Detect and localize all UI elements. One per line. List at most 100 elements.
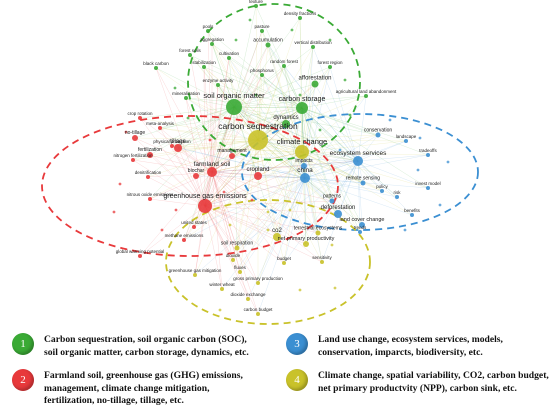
node-dynamics <box>282 120 290 128</box>
network-edge <box>231 106 235 157</box>
minor-node <box>112 210 116 214</box>
network-edge <box>204 84 219 207</box>
network-edge <box>233 65 285 108</box>
network-edge <box>301 107 364 184</box>
network-edge <box>147 139 259 178</box>
network-edge <box>312 46 359 162</box>
network-edge <box>257 139 278 238</box>
label-conservation: conservation <box>364 128 393 134</box>
minor-node <box>124 130 128 134</box>
network-edge <box>233 106 339 215</box>
label-aggregation: aggregation <box>200 37 224 42</box>
label-invest-model: invest model <box>415 181 440 186</box>
minor-node <box>438 203 442 207</box>
network-edge <box>236 151 303 249</box>
label-soil-organic-matter: soil organic matter <box>203 91 265 100</box>
label-random-forest: random forest <box>270 59 299 64</box>
network-edge <box>276 177 306 238</box>
network-edge <box>357 160 413 216</box>
node-dioxide-exchange <box>246 297 250 301</box>
node-impacts <box>301 163 307 169</box>
network-edge <box>276 151 303 238</box>
network-edge <box>233 106 303 109</box>
network-edge <box>211 43 259 141</box>
network-edge <box>301 107 429 189</box>
node-greenhouse-gas-mitigation <box>193 273 197 277</box>
network-edge <box>171 145 306 179</box>
network-edge <box>147 176 206 207</box>
network-edge <box>257 134 379 141</box>
network-edge <box>283 65 303 109</box>
node-policy <box>380 189 384 193</box>
network-edge <box>236 177 306 249</box>
network-edge <box>337 160 359 215</box>
label-agricultural-land-abandonment: agricultural land abandonment <box>336 89 397 94</box>
minor-node <box>248 18 252 22</box>
node-sensitivity <box>320 260 324 264</box>
network-edge <box>301 151 339 215</box>
network-edge <box>185 97 306 179</box>
label-enzyme-activity: enzyme activity <box>203 78 235 83</box>
network-edge <box>207 30 213 173</box>
network-edge <box>233 66 331 108</box>
node-fluxes <box>238 270 242 274</box>
network-edge <box>177 147 306 179</box>
cluster-2-description: Farmland soil, greenhouse gas (GHG) emis… <box>44 370 243 406</box>
node-fertilization <box>147 152 153 158</box>
network-edge <box>132 139 259 161</box>
network-edge <box>149 154 213 173</box>
network-edge <box>301 151 429 189</box>
minor-node <box>330 243 334 247</box>
network-edge <box>233 106 359 162</box>
network-edge <box>301 151 413 216</box>
network-edge <box>149 154 206 207</box>
network-edge <box>139 205 206 257</box>
label-climate-change: climate change <box>277 137 327 146</box>
network-edge <box>257 139 339 215</box>
label-policy: policy <box>376 184 388 189</box>
network-edge <box>211 171 238 249</box>
network-edge <box>304 177 323 263</box>
label-greenhouse-gas-emissions: greenhouse gas emissions <box>163 193 247 200</box>
label-greenhouse-gas-mitigation: greenhouse gas mitigation <box>169 268 222 273</box>
network-edge <box>301 83 316 153</box>
node-tillage <box>174 144 182 152</box>
network-edge <box>194 205 206 276</box>
minor-node <box>416 168 420 172</box>
network-edge <box>261 74 303 153</box>
minor-node <box>186 116 190 120</box>
network-edge <box>189 54 213 173</box>
network-edge <box>204 155 233 207</box>
network-edge <box>147 106 235 178</box>
minor-node <box>208 138 212 142</box>
node-conservation <box>375 132 381 138</box>
label-methane-emissions: methane emissions <box>165 233 205 238</box>
label-denitrification: denitrification <box>135 170 162 175</box>
co-occurrence-network: texture density fractions pools pasture aggr… <box>41 0 479 325</box>
network-edge <box>257 160 359 177</box>
label-carbon-budget: carbon budget <box>244 307 274 312</box>
network-edge <box>207 30 303 109</box>
network-edge <box>185 97 259 141</box>
label-united-states: united states <box>181 220 207 225</box>
network-edge <box>233 83 316 108</box>
network-edge <box>211 151 303 173</box>
network-edge <box>301 151 363 226</box>
node-enzyme-activity <box>216 83 220 87</box>
network-edge <box>257 177 306 315</box>
node-global-warming-potential <box>138 254 142 258</box>
network-edge <box>149 139 259 200</box>
minor-node <box>298 93 302 97</box>
minor-node <box>418 136 422 140</box>
legend-cluster-3: 3 Land use change, ecosystem services, m… <box>286 333 503 359</box>
network-edge <box>301 107 319 234</box>
minor-node <box>222 190 226 194</box>
node-denitrification <box>146 175 150 179</box>
label-sensitivity: sensitivity <box>312 255 332 260</box>
network-edge <box>204 106 235 207</box>
network-edge <box>267 44 303 153</box>
label-global-warming-potential: global warming potential <box>116 249 165 254</box>
network-edge <box>233 106 259 177</box>
network-edge <box>211 171 234 261</box>
node-cultivation <box>227 56 231 60</box>
